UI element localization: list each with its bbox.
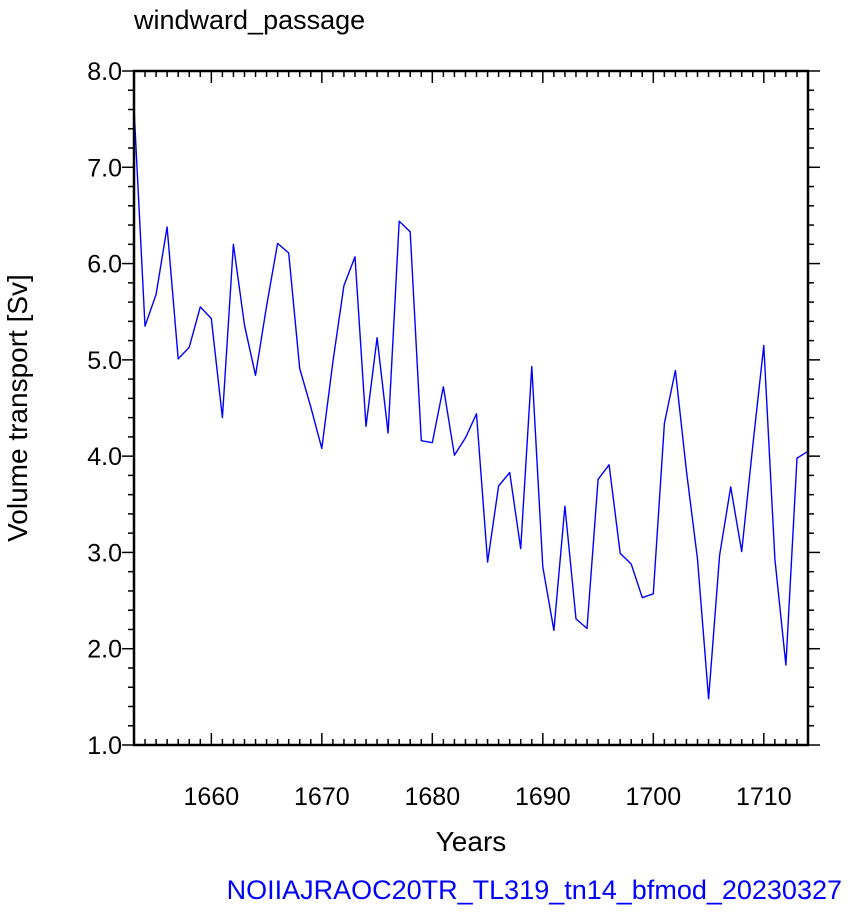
x-tick-label: 1690 [515, 783, 571, 811]
y-axis-label: Volume transport [Sv] [2, 274, 33, 542]
y-tick-label: 1.0 [87, 732, 122, 760]
y-tick-label: 2.0 [87, 636, 122, 664]
x-axis-label: Years [436, 826, 507, 857]
y-tick-label: 7.0 [87, 154, 122, 182]
y-tick-label: 8.0 [87, 58, 122, 86]
x-tick-label: 1660 [184, 783, 240, 811]
y-tick-label: 5.0 [87, 347, 122, 375]
y-tick-label: 3.0 [87, 539, 122, 567]
y-tick-label: 4.0 [87, 443, 122, 471]
x-tick-label: 1680 [405, 783, 461, 811]
y-tick-label: 6.0 [87, 251, 122, 279]
footer-label: NOIIAJRAOC20TR_TL319_tn14_bfmod_20230327 [227, 875, 842, 905]
tick-marks [122, 70, 820, 746]
series-line-0 [133, 107, 809, 700]
x-tick-label: 1710 [736, 783, 792, 811]
series-layer [133, 107, 809, 700]
y-tick-labels: 1.0 2.0 3.0 4.0 5.0 6.0 7.0 8.0 [87, 58, 122, 760]
x-tick-label: 1700 [625, 783, 681, 811]
x-tick-label: 1670 [294, 783, 350, 811]
chart-title: windward_passage [133, 5, 365, 35]
x-tick-labels: 1660 1670 1680 1690 1700 1710 [184, 783, 792, 811]
plot-frame [132, 69, 810, 747]
